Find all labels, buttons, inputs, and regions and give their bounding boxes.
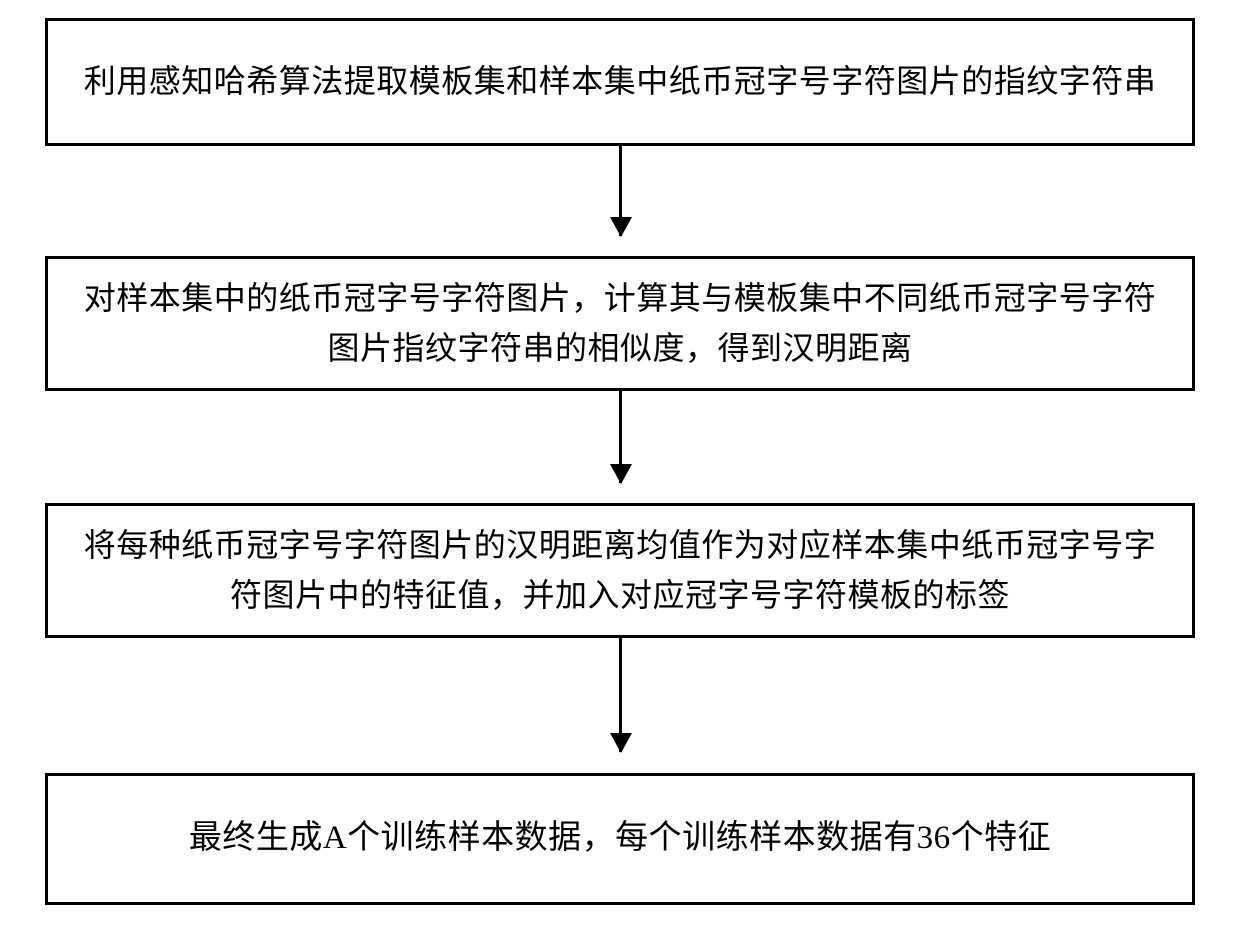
node-text: 最终生成A个训练样本数据，每个训练样本数据有36个特征 [189,813,1051,864]
node-text: 将每种纸币冠字号字符图片的汉明距离均值作为对应样本集中纸币冠字号字符图片中的特征… [68,521,1172,620]
flowchart-node: 最终生成A个训练样本数据，每个训练样本数据有36个特征 [45,773,1195,905]
flowchart-canvas: 利用感知哈希算法提取模板集和样本集中纸币冠字号字符图片的指纹字符串 对样本集中的… [0,0,1240,929]
node-text: 利用感知哈希算法提取模板集和样本集中纸币冠字号字符图片的指纹字符串 [84,57,1157,107]
flowchart-arrow [619,391,622,483]
flowchart-node: 对样本集中的纸币冠字号字符图片，计算其与模板集中不同纸币冠字号字符图片指纹字符串… [45,256,1195,391]
flowchart-arrow [619,146,622,236]
flowchart-node: 利用感知哈希算法提取模板集和样本集中纸币冠字号字符图片的指纹字符串 [45,18,1195,146]
node-text: 对样本集中的纸币冠字号字符图片，计算其与模板集中不同纸币冠字号字符图片指纹字符串… [68,274,1172,373]
flowchart-node: 将每种纸币冠字号字符图片的汉明距离均值作为对应样本集中纸币冠字号字符图片中的特征… [45,503,1195,638]
flowchart-arrow [619,638,622,752]
